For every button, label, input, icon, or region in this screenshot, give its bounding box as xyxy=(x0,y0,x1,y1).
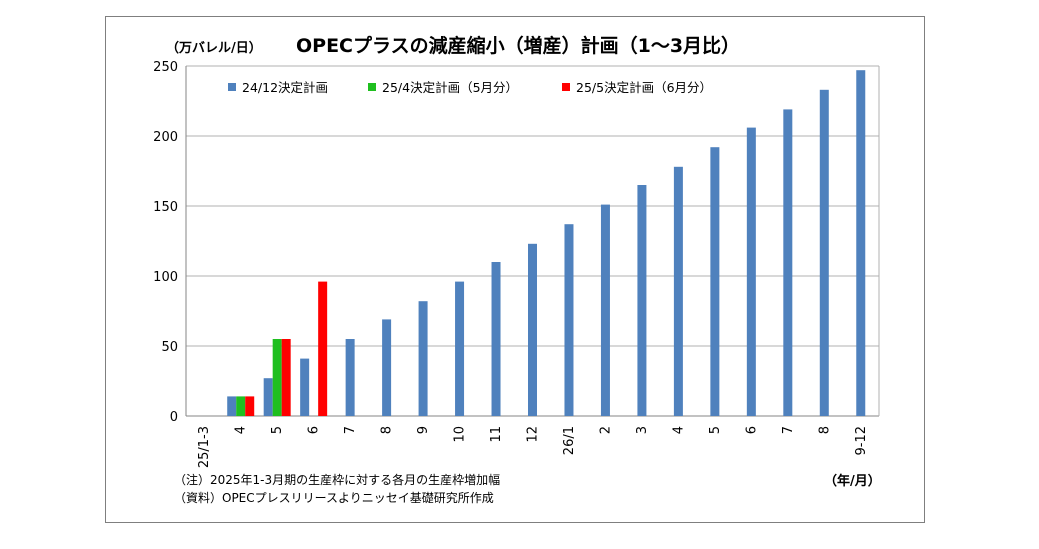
bar-plan-2412 xyxy=(783,109,793,417)
x-tick-label: 11 xyxy=(489,426,504,443)
x-tick-label: 5 xyxy=(270,426,285,434)
y-axis-ticks: 0 50 100 150 200 250 xyxy=(153,60,178,425)
x-tick-label: 26/1 xyxy=(562,426,577,455)
legend-swatch xyxy=(562,83,570,91)
bar-plan-2412 xyxy=(710,147,720,416)
bar-plan-2412 xyxy=(600,204,610,416)
legend-label: 25/5決定計画（6月分） xyxy=(576,80,712,95)
x-tick-label: 3 xyxy=(635,426,650,434)
x-tick-label: 7 xyxy=(343,426,358,434)
bar-plan-2412 xyxy=(345,339,355,416)
bar-plan-2412 xyxy=(455,281,465,416)
chart-title: OPECプラスの減産縮小（増産）計画（1～3月比） xyxy=(296,34,740,57)
x-tick-label: 9 xyxy=(416,426,431,434)
x-axis-ticks: 25/1-3 4 5 6 7 8 9 10 11 12 26/1 2 3 4 5 6 7 8 9-12 xyxy=(197,426,869,468)
chart-note: （注）2025年1-3月期の生産枠に対する各月の生産枠増加幅 xyxy=(174,472,500,487)
x-tick-label: 8 xyxy=(380,426,395,434)
bar-plan-2504 xyxy=(272,339,282,416)
x-axis-unit-label: （年/月） xyxy=(824,473,881,489)
x-tick-label: 2 xyxy=(598,426,613,434)
bar-plan-2412 xyxy=(528,243,537,416)
bar-plan-2412 xyxy=(673,166,683,416)
y-tick-label: 150 xyxy=(153,200,178,215)
y-axis-unit-label: （万バレル/日） xyxy=(166,40,262,56)
bar-plan-2412 xyxy=(227,396,237,416)
bar-chart: OPECプラスの減産縮小（増産）計画（1～3月比） （万バレル/日） 0 50 10… xyxy=(153,34,881,505)
bar-plan-2504 xyxy=(236,396,246,416)
legend-swatch xyxy=(228,83,236,91)
y-tick-label: 200 xyxy=(153,130,178,145)
x-tick-label: 6 xyxy=(307,426,322,434)
y-tick-label: 0 xyxy=(170,410,178,425)
bar-plan-2412 xyxy=(637,185,647,416)
x-tick-label: 4 xyxy=(671,426,686,434)
legend-swatch xyxy=(368,83,376,91)
bar-plan-2412 xyxy=(300,358,310,416)
bar-plan-2412 xyxy=(382,319,392,416)
bar-plan-2412 xyxy=(263,378,273,416)
bar-plan-2412 xyxy=(564,224,574,416)
x-tick-label: 7 xyxy=(781,426,796,434)
y-tick-label: 250 xyxy=(153,60,178,75)
legend: 24/12決定計画 25/4決定計画（5月分） 25/5決定計画（6月分） xyxy=(228,80,712,95)
legend-label: 24/12決定計画 xyxy=(242,80,328,95)
bar-marks xyxy=(227,70,866,417)
x-tick-label: 12 xyxy=(526,426,541,443)
bar-plan-2412 xyxy=(746,127,756,416)
bar-plan-2412 xyxy=(819,89,829,417)
legend-label: 25/4決定計画（5月分） xyxy=(382,80,518,95)
x-tick-label: 9-12 xyxy=(854,426,869,456)
x-tick-label: 5 xyxy=(708,426,723,434)
x-tick-label: 10 xyxy=(453,426,468,443)
bar-plan-2412 xyxy=(418,301,428,416)
x-tick-label: 6 xyxy=(744,426,759,434)
bar-plan-2505 xyxy=(318,281,328,416)
bar-plan-2505 xyxy=(245,396,255,416)
y-tick-label: 50 xyxy=(161,340,178,355)
bar-plan-2412 xyxy=(491,262,501,416)
chart-source: （資料）OPECプレスリリースよりニッセイ基礎研究所作成 xyxy=(174,490,494,505)
x-tick-label: 4 xyxy=(234,426,249,434)
x-tick-label: 8 xyxy=(817,426,832,434)
x-tick-label: 25/1-3 xyxy=(197,426,212,468)
bar-plan-2412 xyxy=(856,70,866,416)
chart-frame: OPECプラスの減産縮小（増産）計画（1～3月比） （万バレル/日） 0 50 10… xyxy=(105,16,925,523)
y-tick-label: 100 xyxy=(153,270,178,285)
bar-plan-2505 xyxy=(281,339,291,416)
